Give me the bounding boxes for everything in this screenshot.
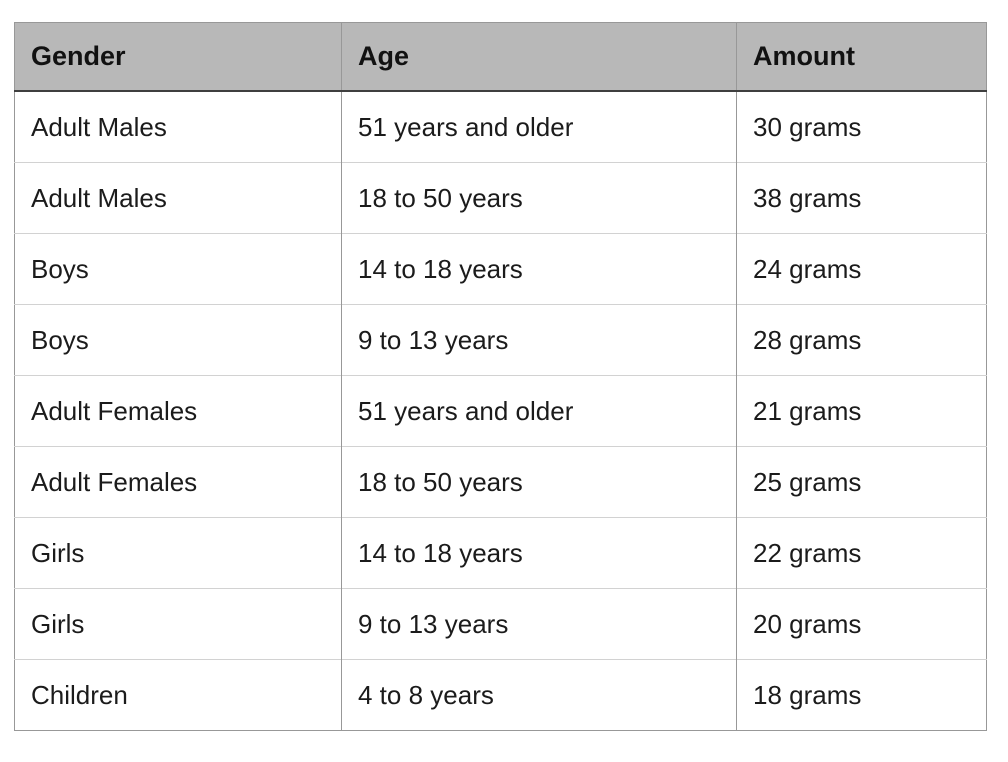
table-row: Adult Males 51 years and older 30 grams	[14, 91, 987, 163]
cell-amount: 18 grams	[736, 659, 987, 731]
column-header-age: Age	[341, 22, 737, 92]
cell-age: 14 to 18 years	[341, 517, 737, 589]
cell-amount: 22 grams	[736, 517, 987, 589]
cell-amount: 20 grams	[736, 588, 987, 660]
cell-gender: Boys	[14, 233, 342, 305]
table-row: Boys 14 to 18 years 24 grams	[14, 233, 987, 305]
fiber-recommendation-table-container: Gender Age Amount Adult Males 51 years a…	[14, 22, 987, 731]
cell-amount: 38 grams	[736, 162, 987, 234]
table-row: Adult Females 51 years and older 21 gram…	[14, 375, 987, 447]
column-header-amount: Amount	[736, 22, 987, 92]
cell-age: 18 to 50 years	[341, 162, 737, 234]
cell-gender: Adult Females	[14, 446, 342, 518]
table-body: Adult Males 51 years and older 30 grams …	[14, 91, 987, 731]
table-header: Gender Age Amount	[14, 22, 987, 92]
table-row: Girls 14 to 18 years 22 grams	[14, 517, 987, 589]
cell-amount: 28 grams	[736, 304, 987, 376]
cell-amount: 24 grams	[736, 233, 987, 305]
cell-gender: Boys	[14, 304, 342, 376]
cell-age: 4 to 8 years	[341, 659, 737, 731]
table-row: Boys 9 to 13 years 28 grams	[14, 304, 987, 376]
column-header-gender: Gender	[14, 22, 342, 92]
table-row: Adult Females 18 to 50 years 25 grams	[14, 446, 987, 518]
cell-age: 51 years and older	[341, 91, 737, 163]
cell-age: 51 years and older	[341, 375, 737, 447]
cell-gender: Adult Females	[14, 375, 342, 447]
header-row: Gender Age Amount	[14, 22, 987, 92]
cell-age: 9 to 13 years	[341, 588, 737, 660]
cell-age: 14 to 18 years	[341, 233, 737, 305]
fiber-recommendation-table: Gender Age Amount Adult Males 51 years a…	[14, 22, 987, 731]
cell-gender: Girls	[14, 517, 342, 589]
cell-age: 9 to 13 years	[341, 304, 737, 376]
cell-gender: Adult Males	[14, 91, 342, 163]
cell-gender: Children	[14, 659, 342, 731]
cell-age: 18 to 50 years	[341, 446, 737, 518]
cell-amount: 30 grams	[736, 91, 987, 163]
cell-amount: 21 grams	[736, 375, 987, 447]
table-row: Adult Males 18 to 50 years 38 grams	[14, 162, 987, 234]
cell-amount: 25 grams	[736, 446, 987, 518]
cell-gender: Adult Males	[14, 162, 342, 234]
cell-gender: Girls	[14, 588, 342, 660]
table-row: Children 4 to 8 years 18 grams	[14, 659, 987, 731]
table-row: Girls 9 to 13 years 20 grams	[14, 588, 987, 660]
